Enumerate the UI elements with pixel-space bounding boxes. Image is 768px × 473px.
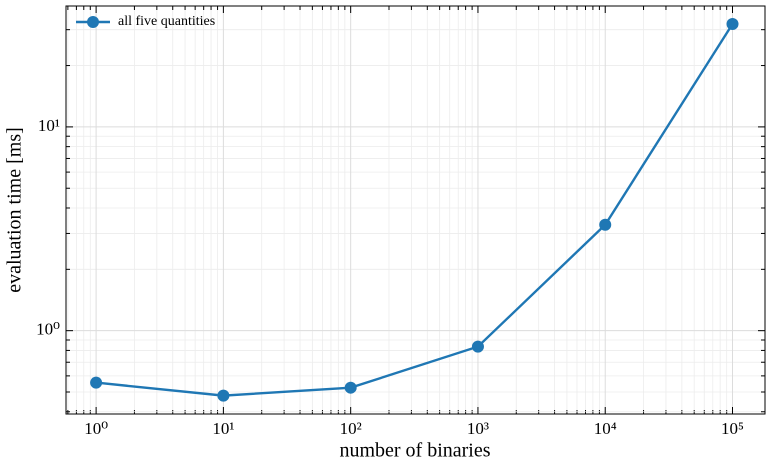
- legend-marker: [87, 16, 99, 28]
- x-axis-label: number of binaries: [339, 440, 490, 462]
- y-tick-label: 10⁰: [36, 320, 60, 339]
- x-tick-label: 10¹: [212, 419, 234, 438]
- x-tick-label: 10²: [340, 419, 362, 438]
- y-tick-label: 10¹: [38, 116, 60, 135]
- x-tick-label: 10⁴: [594, 419, 617, 438]
- marker: [726, 17, 739, 30]
- plot-frame: [65, 5, 766, 415]
- marker: [599, 218, 612, 231]
- legend-label: all five quantities: [118, 14, 215, 29]
- marker: [217, 389, 230, 402]
- y-axis-label: evaluation time [ms]: [4, 127, 26, 293]
- marker: [344, 381, 357, 394]
- x-tick-label: 10³: [467, 419, 489, 438]
- marker: [471, 340, 484, 353]
- line: [95, 23, 734, 397]
- x-tick-label: 10⁰: [84, 419, 108, 438]
- x-tick-label: 10⁵: [721, 419, 744, 438]
- marker: [90, 376, 103, 389]
